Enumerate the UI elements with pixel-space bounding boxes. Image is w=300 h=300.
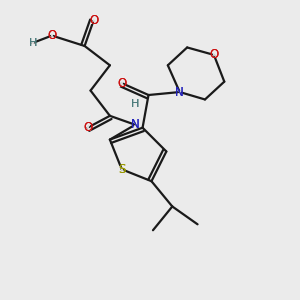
Text: S: S — [118, 163, 125, 176]
Text: x: x — [118, 163, 126, 176]
Text: N: N — [175, 85, 184, 98]
Text: O: O — [209, 48, 218, 62]
Text: O: O — [89, 14, 98, 27]
Text: O: O — [83, 121, 92, 134]
Text: x: x — [131, 98, 139, 110]
Text: x: x — [90, 14, 98, 27]
Text: H: H — [28, 38, 37, 48]
Text: x: x — [131, 118, 139, 131]
Text: H: H — [131, 99, 139, 109]
Text: x: x — [118, 76, 126, 90]
Text: O: O — [47, 29, 56, 42]
Text: H: H — [131, 99, 139, 109]
Text: S: S — [118, 163, 125, 176]
Text: O: O — [83, 121, 92, 134]
Text: N: N — [131, 118, 140, 131]
Text: N: N — [175, 85, 184, 98]
Text: N: N — [131, 118, 140, 131]
Text: O: O — [209, 48, 218, 62]
Text: O: O — [117, 76, 126, 90]
Text: x: x — [84, 121, 92, 134]
Text: O: O — [47, 29, 56, 42]
Text: x: x — [29, 37, 37, 50]
Text: O: O — [89, 14, 98, 27]
Text: H: H — [28, 38, 37, 48]
Text: x: x — [210, 48, 218, 62]
Text: x: x — [48, 29, 56, 42]
Text: x: x — [176, 85, 184, 98]
Text: O: O — [117, 76, 126, 90]
